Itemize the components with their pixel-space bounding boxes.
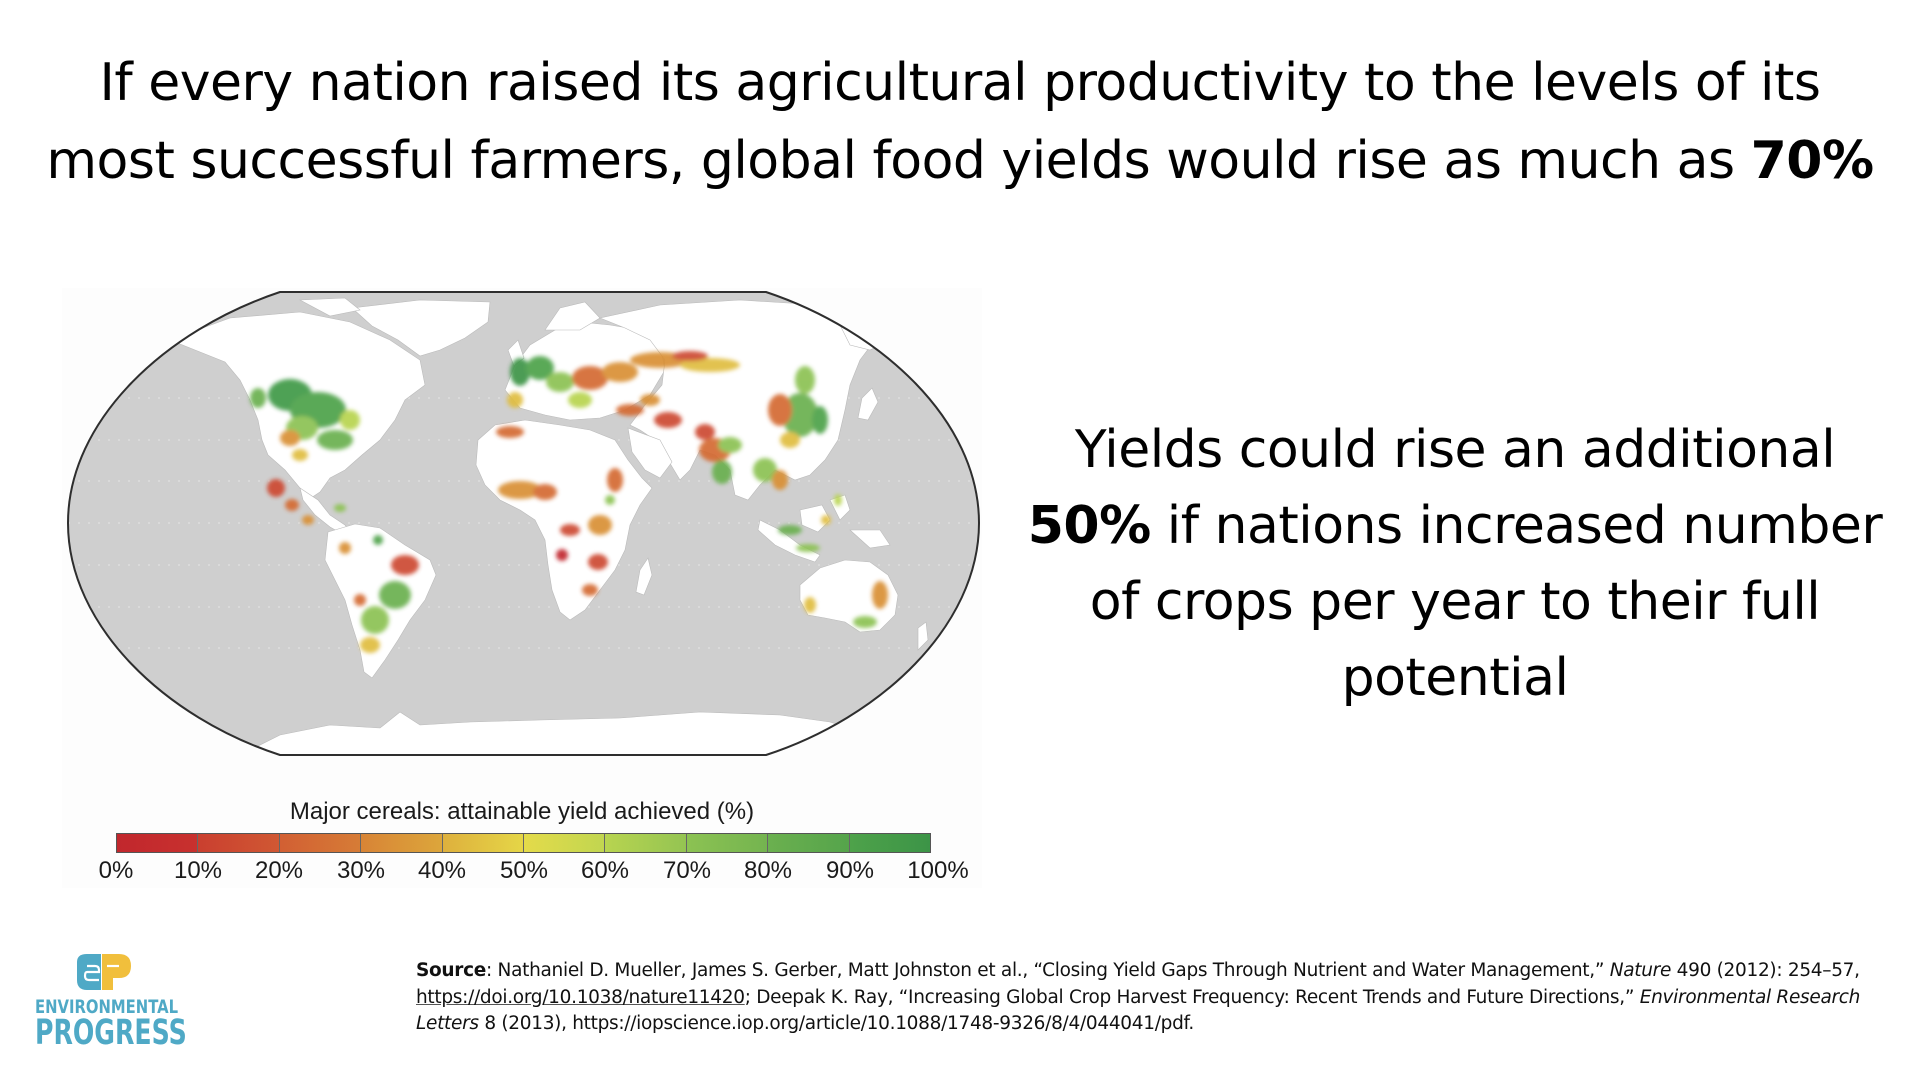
colorbar-segment-20-30 <box>279 834 362 852</box>
source-text: 8 (2013), https://iopscience.iop.org/art… <box>478 1013 1194 1034</box>
yield-data-blobs <box>250 351 888 653</box>
colorbar-segment-90-100 <box>849 834 931 852</box>
source-text: : Nathaniel D. Mueller, James S. Gerber,… <box>486 960 1610 981</box>
callout-line-4: potential <box>1341 648 1569 708</box>
journal-name: Nature <box>1609 960 1672 981</box>
journal-name: Letters <box>416 1013 479 1034</box>
colorbar <box>116 833 931 853</box>
colorbar-segment-30-40 <box>361 834 443 852</box>
tick-label: 70% <box>662 857 712 884</box>
source-line-3: Letters 8 (2013), https://iopscience.iop… <box>416 1011 1896 1038</box>
slide-title: If every nation raised its agricultural … <box>0 44 1920 200</box>
colorbar-ticks: 0% 10% 20% 30% 40% 50% 60% 70% 80% 90% 1… <box>0 857 1000 887</box>
source-text: ; Deepak K. Ray, “Increasing Global Crop… <box>744 986 1640 1008</box>
colorbar-segment-0-10 <box>117 834 199 852</box>
tick-label: 0% <box>98 857 134 884</box>
source-citation: Source: Nathaniel D. Mueller, James S. G… <box>416 958 1896 1038</box>
colorbar-segment-60-70 <box>605 834 687 852</box>
title-line-2-text: most successful farmers, global food yie… <box>46 131 1751 191</box>
doi-link[interactable]: https://doi.org/10.1038/nature11420 <box>416 986 745 1008</box>
colorbar-segment-70-80 <box>686 834 769 852</box>
journal-name: Environmental Research <box>1639 986 1861 1008</box>
tick-label: 30% <box>336 857 386 884</box>
callout-line-2-text: if nations increased number <box>1150 496 1883 556</box>
map-frame-outline <box>66 291 981 756</box>
tick-label: 90% <box>825 857 875 884</box>
title-line-2: most successful farmers, global food yie… <box>0 122 1920 200</box>
tick-label: 40% <box>417 857 467 884</box>
world-yield-map <box>66 291 981 756</box>
source-line-1: Source: Nathaniel D. Mueller, James S. G… <box>416 958 1896 985</box>
tick-label: 10% <box>173 857 223 884</box>
title-line-1: If every nation raised its agricultural … <box>99 53 1821 113</box>
ep-logo-icon <box>77 954 131 990</box>
logo-text-environmental: ENVIRONMENTAL <box>35 996 179 1018</box>
callout-line-1: Yields could rise an additional <box>1074 420 1836 480</box>
tick-label: 50% <box>499 857 549 884</box>
colorbar-segment-50-60 <box>524 834 606 852</box>
environmental-progress-logo <box>35 950 180 1000</box>
colorbar-segment-40-50 <box>442 834 525 852</box>
colorbar-segment-80-90 <box>768 834 850 852</box>
tick-label: 80% <box>743 857 793 884</box>
colorbar-title: Major cereals: attainable yield achieved… <box>289 798 755 825</box>
callout-line-3: of crops per year to their full <box>1089 572 1821 632</box>
source-label: Source <box>416 960 487 981</box>
source-text: 490 (2012): 254–57, <box>1671 960 1860 981</box>
callout-line-2: 50% if nations increased number <box>1010 488 1900 564</box>
tick-label: 20% <box>254 857 304 884</box>
source-line-2: https://doi.org/10.1038/nature11420; Dee… <box>416 985 1896 1012</box>
tick-label: 60% <box>580 857 630 884</box>
side-callout: Yields could rise an additional 50% if n… <box>1010 412 1900 716</box>
tick-label: 100% <box>907 857 969 884</box>
callout-highlight-50: 50% <box>1027 496 1151 556</box>
title-highlight-70: 70% <box>1750 131 1874 191</box>
logo-text-progress: PROGRESS <box>35 1013 187 1053</box>
colorbar-segment-10-20 <box>198 834 280 852</box>
